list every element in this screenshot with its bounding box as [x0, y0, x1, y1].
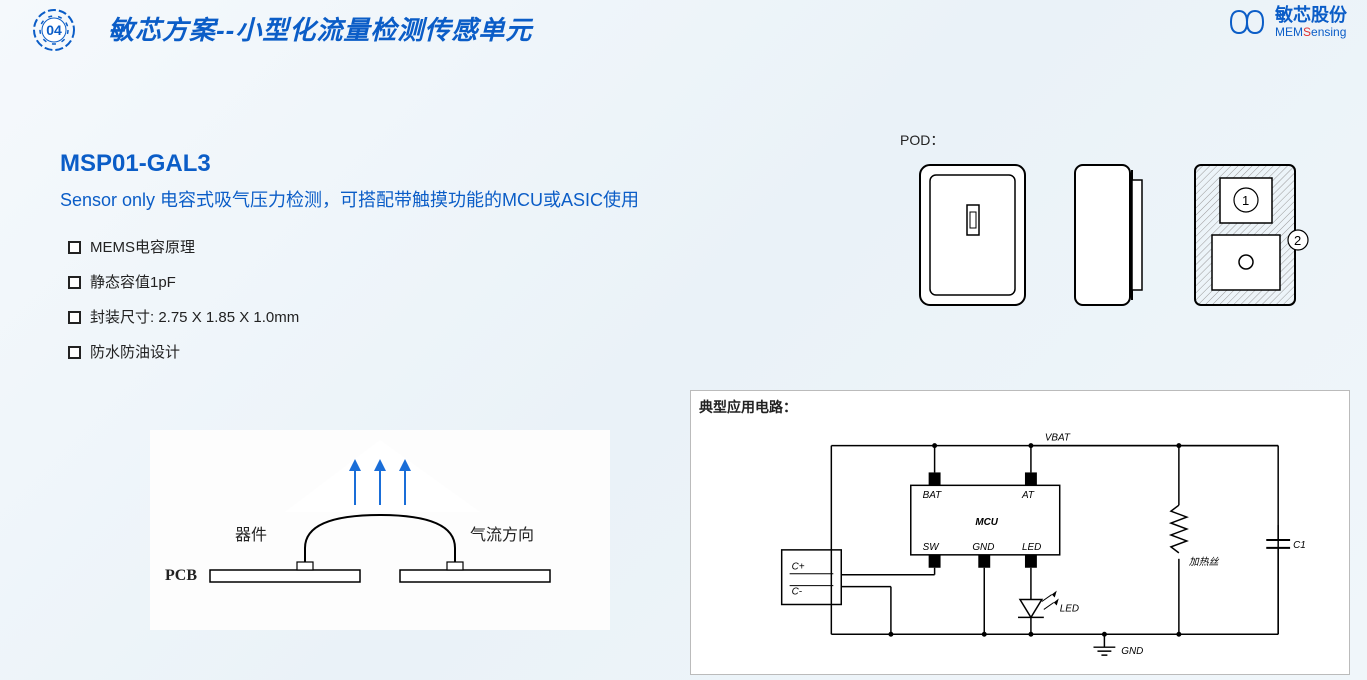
logo-english: MEMSensing [1275, 26, 1347, 39]
feature-item: 静态容值1pF [90, 271, 639, 292]
svg-text:AT: AT [1021, 490, 1035, 501]
logo-chinese: 敏芯股份 [1275, 6, 1347, 26]
slide-header: 04 敏芯方案--小型化流量检测传感单元 敏芯股份 MEMSensing [0, 0, 1367, 60]
svg-text:C-: C- [792, 587, 803, 598]
svg-text:C1: C1 [1293, 540, 1306, 551]
product-subtitle: Sensor only 电容式吸气压力检测，可搭配带触摸功能的MCU或ASIC使… [60, 186, 639, 212]
pod-diagram: 1 2 [900, 150, 1320, 320]
svg-text:加热丝: 加热丝 [1189, 556, 1220, 568]
pcb-label: PCB [165, 567, 197, 584]
logo-icon [1227, 7, 1267, 37]
svg-text:VBAT: VBAT [1045, 433, 1071, 444]
company-logo: 敏芯股份 MEMSensing [1227, 6, 1347, 39]
airflow-label: 气流方向 [470, 526, 534, 544]
svg-text:GND: GND [972, 542, 994, 553]
circuit-title: 典型应用电路： [699, 397, 797, 417]
circuit-diagram: 典型应用电路： VBAT MCU BAT AT SW GND LED C1 [690, 390, 1350, 675]
svg-text:MCU: MCU [975, 517, 998, 528]
svg-text:C+: C+ [792, 562, 805, 573]
svg-text:2: 2 [1294, 233, 1301, 248]
section-number: 04 [46, 22, 62, 38]
svg-text:LED: LED [1022, 542, 1041, 553]
pod-label: POD： [900, 130, 944, 150]
svg-text:LED: LED [1060, 603, 1079, 614]
device-label: 器件 [235, 526, 267, 544]
feature-list: MEMS电容原理 静态容值1pF 封装尺寸: 2.75 X 1.85 X 1.0… [60, 236, 639, 362]
svg-text:GND: GND [1121, 646, 1143, 657]
feature-item: 封装尺寸: 2.75 X 1.85 X 1.0mm [90, 306, 639, 327]
svg-text:SW: SW [923, 542, 941, 553]
svg-text:1: 1 [1242, 193, 1249, 208]
section-badge: 04 [30, 6, 78, 54]
feature-item: MEMS电容原理 [90, 236, 639, 257]
slide-title: 敏芯方案--小型化流量检测传感单元 [108, 10, 532, 47]
svg-text:BAT: BAT [923, 490, 942, 501]
product-title: MSP01-GAL3 [60, 150, 639, 178]
feature-item: 防水防油设计 [90, 341, 639, 362]
airflow-diagram: 器件 气流方向 PCB [150, 430, 610, 630]
product-content: MSP01-GAL3 Sensor only 电容式吸气压力检测，可搭配带触摸功… [60, 150, 639, 376]
